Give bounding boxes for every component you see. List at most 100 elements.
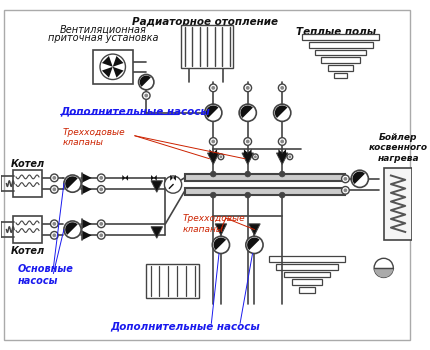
Bar [299, 287, 315, 293]
Circle shape [99, 222, 103, 226]
Circle shape [100, 54, 126, 79]
Circle shape [50, 231, 58, 239]
Circle shape [246, 86, 250, 90]
Circle shape [244, 84, 252, 92]
Polygon shape [122, 175, 125, 181]
Text: Котел: Котел [10, 160, 45, 169]
Bar [284, 272, 330, 278]
Circle shape [374, 258, 393, 278]
Polygon shape [82, 231, 92, 240]
Circle shape [210, 192, 216, 198]
Circle shape [64, 175, 81, 192]
Text: Теплые полы: Теплые полы [296, 27, 376, 37]
Polygon shape [240, 105, 253, 118]
Circle shape [98, 220, 105, 228]
Polygon shape [248, 149, 252, 157]
Polygon shape [82, 173, 92, 183]
Circle shape [280, 86, 284, 90]
Bar [181, 25, 233, 68]
Text: Трехходовые
клапаны: Трехходовые клапаны [183, 214, 245, 234]
Polygon shape [151, 175, 154, 181]
Polygon shape [65, 222, 78, 235]
Polygon shape [247, 238, 260, 250]
Circle shape [210, 171, 216, 177]
Circle shape [212, 236, 230, 253]
Polygon shape [215, 224, 227, 235]
Circle shape [278, 138, 286, 145]
Circle shape [209, 84, 217, 92]
Bar [384, 168, 412, 240]
Polygon shape [209, 149, 213, 157]
Text: Радиаторное отопление: Радиаторное отопление [132, 17, 278, 27]
Polygon shape [125, 175, 128, 181]
Text: приточная установка: приточная установка [48, 33, 158, 43]
Circle shape [245, 192, 251, 198]
Circle shape [52, 222, 56, 226]
Bar [92, 50, 133, 84]
Polygon shape [65, 176, 78, 189]
Text: Дополнительные насосы: Дополнительные насосы [111, 321, 261, 331]
Circle shape [99, 176, 103, 180]
Polygon shape [374, 268, 393, 278]
Circle shape [245, 171, 251, 177]
Text: Основные
насосы: Основные насосы [18, 264, 74, 286]
Circle shape [142, 92, 150, 99]
Polygon shape [214, 238, 226, 250]
Circle shape [212, 140, 215, 144]
Circle shape [344, 177, 347, 181]
Text: Бойлер
косвенного
нагрева: Бойлер косвенного нагрева [369, 133, 427, 162]
Circle shape [99, 233, 103, 237]
Circle shape [138, 75, 154, 90]
Bar [13, 216, 42, 243]
Bar [184, 174, 345, 181]
Circle shape [99, 188, 103, 191]
Circle shape [50, 186, 58, 193]
Polygon shape [113, 56, 123, 67]
Polygon shape [140, 76, 151, 87]
Circle shape [287, 154, 293, 160]
Circle shape [280, 140, 284, 144]
Bar [315, 50, 366, 55]
Circle shape [218, 154, 224, 160]
Circle shape [98, 231, 105, 239]
Polygon shape [151, 227, 163, 238]
Polygon shape [282, 149, 286, 157]
Circle shape [52, 188, 56, 191]
Circle shape [280, 192, 285, 198]
Polygon shape [213, 149, 217, 157]
Bar [334, 72, 347, 78]
Polygon shape [102, 56, 113, 67]
Bar [322, 57, 360, 63]
Polygon shape [113, 67, 123, 78]
Circle shape [244, 138, 252, 145]
Circle shape [246, 140, 250, 144]
Circle shape [273, 104, 291, 121]
Circle shape [219, 155, 222, 158]
Polygon shape [275, 105, 287, 118]
Circle shape [52, 233, 56, 237]
Bar [146, 264, 199, 298]
Circle shape [98, 186, 105, 193]
Circle shape [341, 187, 349, 194]
Circle shape [246, 236, 263, 253]
Bar [328, 65, 353, 71]
Bar [309, 42, 372, 48]
Polygon shape [170, 175, 173, 181]
Circle shape [351, 170, 369, 188]
Circle shape [254, 155, 257, 158]
Circle shape [341, 175, 349, 183]
Circle shape [239, 104, 256, 121]
Bar [276, 264, 338, 270]
Polygon shape [82, 184, 92, 194]
Bar [269, 257, 345, 262]
Circle shape [50, 174, 58, 182]
Bar [13, 170, 42, 197]
Text: Трехходовые
клапаны: Трехходовые клапаны [63, 128, 126, 147]
Circle shape [212, 86, 215, 90]
Bar [292, 279, 322, 285]
Circle shape [52, 176, 56, 180]
Polygon shape [353, 172, 365, 184]
Text: Вентиляционная: Вентиляционная [60, 25, 147, 35]
Text: Котел: Котел [10, 246, 45, 256]
Polygon shape [276, 153, 288, 164]
